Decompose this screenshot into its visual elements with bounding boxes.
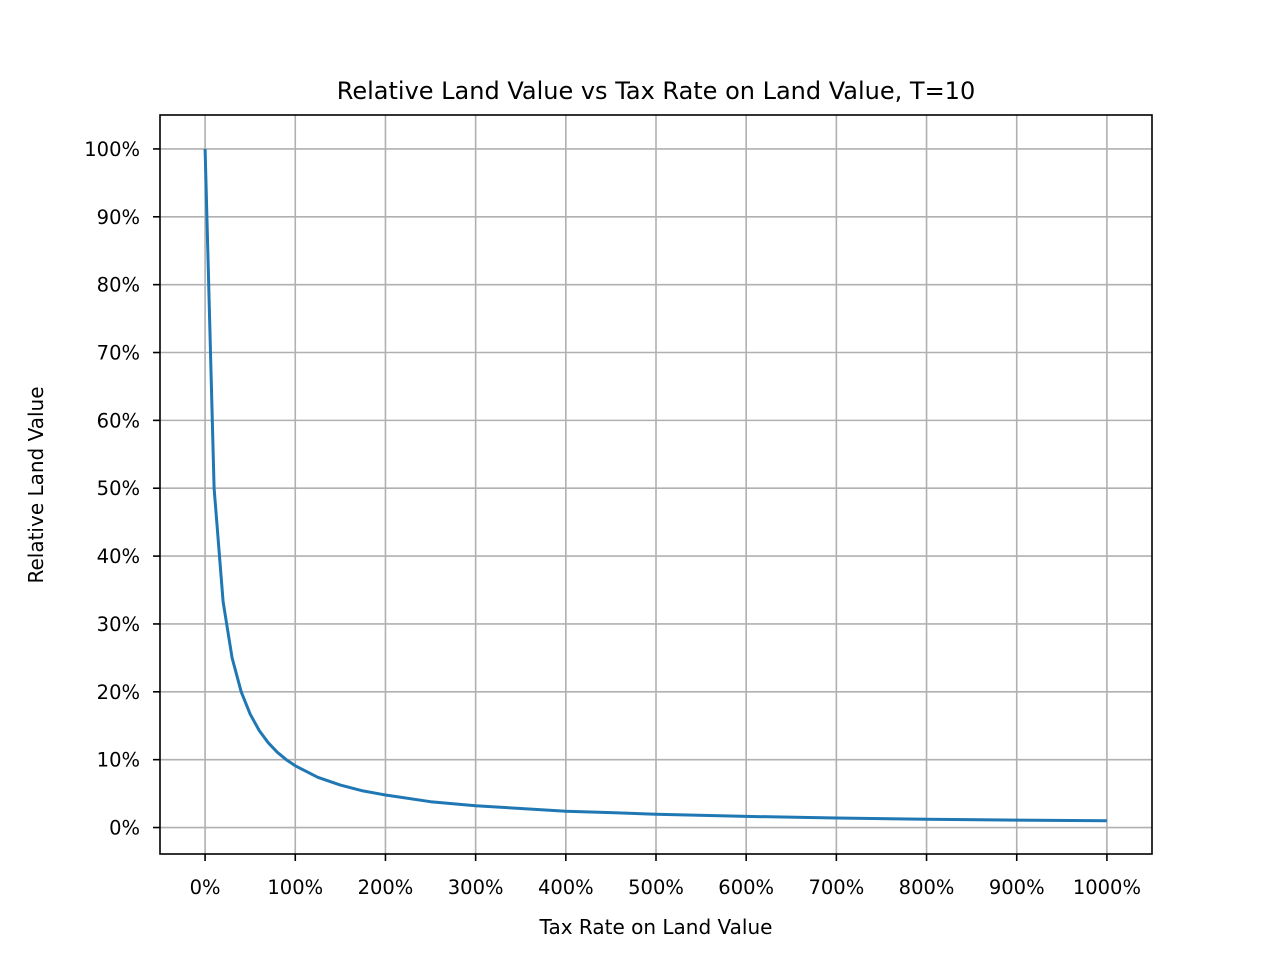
grid-lines [160,115,1152,854]
x-tick-label: 400% [538,876,594,899]
x-tick-label: 1000% [1073,876,1141,899]
chart-title: Relative Land Value vs Tax Rate on Land … [337,77,975,105]
y-axis-label: Relative Land Value [24,386,48,583]
x-tick-label: 600% [718,876,774,899]
y-tick-label: 50% [97,477,140,500]
y-tick-label: 40% [97,545,140,568]
y-tick-label: 0% [109,817,140,840]
x-tick-label: 100% [267,876,323,899]
x-tick-label: 700% [808,876,864,899]
y-tick-label: 20% [97,681,140,704]
x-tick-label: 500% [628,876,684,899]
axis-ticks: 0% 100% 200% 300% 400% 500% 600% 700% 800% 900% 10… [84,138,1141,899]
x-tick-label: 900% [989,876,1045,899]
y-tick-label: 80% [97,274,140,297]
x-tick-label: 0% [190,876,221,899]
x-tick-label: 200% [358,876,414,899]
y-tick-label: 10% [97,749,140,772]
series-layer [203,148,1107,823]
y-tick-label: 70% [97,342,140,365]
series-line [203,148,1107,823]
y-tick-label: 100% [84,138,140,161]
x-tick-label: 300% [448,876,504,899]
y-tick-label: 90% [97,206,140,229]
y-tick-label: 30% [97,613,140,636]
y-tick-label: 60% [97,409,140,432]
x-tick-label: 800% [899,876,955,899]
x-axis-label: Tax Rate on Land Value [539,915,773,939]
